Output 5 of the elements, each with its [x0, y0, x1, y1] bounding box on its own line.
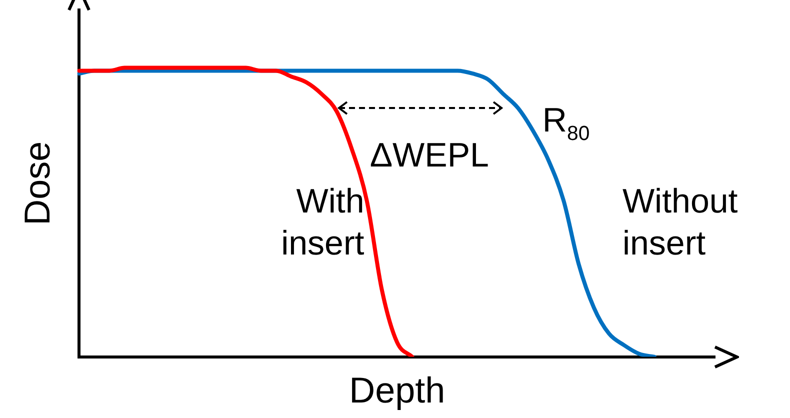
x-axis-title: Depth: [349, 369, 446, 410]
series-label: With insert: [281, 182, 365, 262]
series-label: Without insert: [622, 182, 738, 262]
y-axis-title: Dose: [16, 141, 58, 226]
annotation: ΔWEPL: [370, 136, 489, 174]
